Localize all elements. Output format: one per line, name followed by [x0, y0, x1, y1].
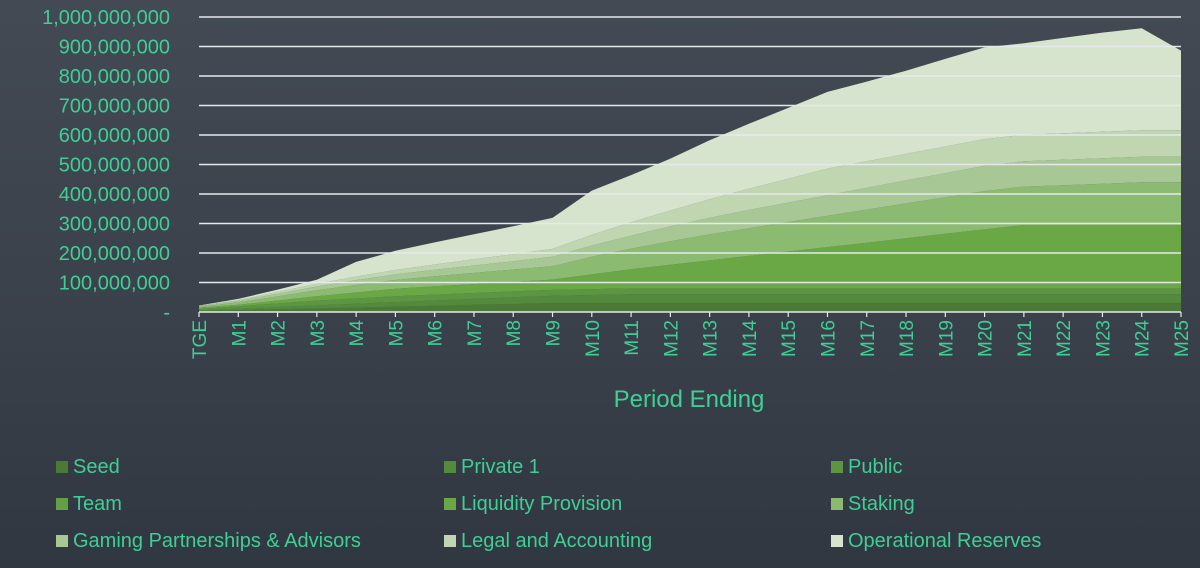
- x-tick-label: M5: [386, 320, 407, 346]
- y-tick-label: 500,000,000: [59, 155, 170, 177]
- x-tick-label: M13: [701, 320, 722, 357]
- area-series-7: [199, 130, 1181, 307]
- y-tick-label: 200,000,000: [59, 243, 170, 265]
- area-series-2: [199, 288, 1181, 311]
- legend-item: Staking: [831, 492, 915, 516]
- legend-item: Gaming Partnerships & Advisors: [56, 529, 361, 553]
- x-tick-label: M18: [897, 320, 918, 357]
- y-tick-label: 800,000,000: [59, 66, 170, 88]
- x-tick-label: M7: [465, 320, 486, 346]
- legend-label: Team: [73, 492, 122, 515]
- legend-label: Legal and Accounting: [461, 529, 653, 552]
- y-tick-label: 900,000,000: [59, 37, 170, 59]
- legend-swatch: [831, 535, 843, 547]
- x-tick-label: M20: [976, 320, 997, 357]
- x-tick-label: M12: [661, 320, 682, 357]
- x-tick-label: M3: [308, 320, 329, 346]
- y-tick-label: 700,000,000: [59, 96, 170, 118]
- area-series-5: [199, 182, 1181, 308]
- legend-label: Gaming Partnerships & Advisors: [73, 529, 361, 552]
- y-tick-label: 1,000,000,000: [42, 7, 170, 29]
- legend-label: Operational Reserves: [848, 529, 1042, 552]
- legend-label: Private 1: [461, 455, 540, 478]
- legend-label: Public: [848, 455, 903, 478]
- legend-swatch: [56, 535, 68, 547]
- x-tick-label: M24: [1133, 320, 1154, 357]
- legend-item: Public: [831, 455, 902, 479]
- y-tick-label: 600,000,000: [59, 125, 170, 147]
- legend-item: Legal and Accounting: [444, 529, 652, 553]
- x-tick-label: M14: [740, 320, 761, 357]
- legend-item: Private 1: [444, 455, 540, 479]
- area-series-8: [199, 28, 1181, 306]
- legend-item: Seed: [56, 455, 120, 479]
- x-tick-label: M15: [779, 320, 800, 357]
- x-tick-label: M17: [858, 320, 879, 357]
- legend-swatch: [444, 461, 456, 473]
- x-tick-label: TGE: [190, 320, 211, 359]
- gridlines: [199, 16, 1181, 284]
- y-tick-label: 100,000,000: [59, 273, 170, 295]
- legend-swatch: [56, 498, 68, 510]
- legend-swatch: [831, 461, 843, 473]
- x-axis-title: Period Ending: [614, 386, 765, 413]
- x-tick-label: M10: [583, 320, 604, 357]
- y-axis-ticks: - 100,000,000 200,000,000 300,000,000 400,00…: [42, 7, 170, 324]
- legend-item: Liquidity Provision: [444, 492, 622, 516]
- x-tick-label: M2: [269, 320, 290, 346]
- legend-swatch: [444, 535, 456, 547]
- legend-item: Operational Reserves: [831, 529, 1041, 553]
- x-tick-label: M4: [347, 320, 368, 347]
- legend-item: Team: [56, 492, 122, 516]
- y-tick-label: -: [163, 302, 170, 324]
- x-tick-label: M23: [1093, 320, 1114, 357]
- x-tick-label: M8: [504, 320, 525, 346]
- area-series-group: [199, 28, 1181, 312]
- x-tick-label: M11: [622, 320, 643, 356]
- x-tick-label: M22: [1054, 320, 1075, 357]
- legend-swatch: [444, 498, 456, 510]
- y-tick-label: 400,000,000: [59, 184, 170, 206]
- area-series-1: [199, 294, 1181, 312]
- area-series-0: [199, 303, 1181, 312]
- legend-label: Seed: [73, 455, 120, 478]
- legend-swatch: [831, 498, 843, 510]
- legend-swatch: [56, 461, 68, 473]
- x-tick-label: M25: [1172, 320, 1193, 357]
- x-tick-label: M1: [229, 320, 250, 346]
- y-tick-label: 300,000,000: [59, 214, 170, 236]
- x-tick-label: M9: [544, 320, 565, 346]
- x-tick-label: M16: [818, 320, 839, 357]
- x-tick-label: M6: [426, 320, 447, 346]
- x-tick-label: M21: [1015, 320, 1036, 357]
- legend-label: Liquidity Provision: [461, 492, 623, 515]
- x-axis-ticks: TGE M1 M2 M3 M4 M5 M6 M7 M8 M9 M10 M11 M12 M13 M14 M15 M…: [190, 312, 1193, 359]
- legend-label: Staking: [848, 492, 915, 515]
- x-tick-label: M19: [936, 320, 957, 357]
- area-series-4: [199, 225, 1181, 310]
